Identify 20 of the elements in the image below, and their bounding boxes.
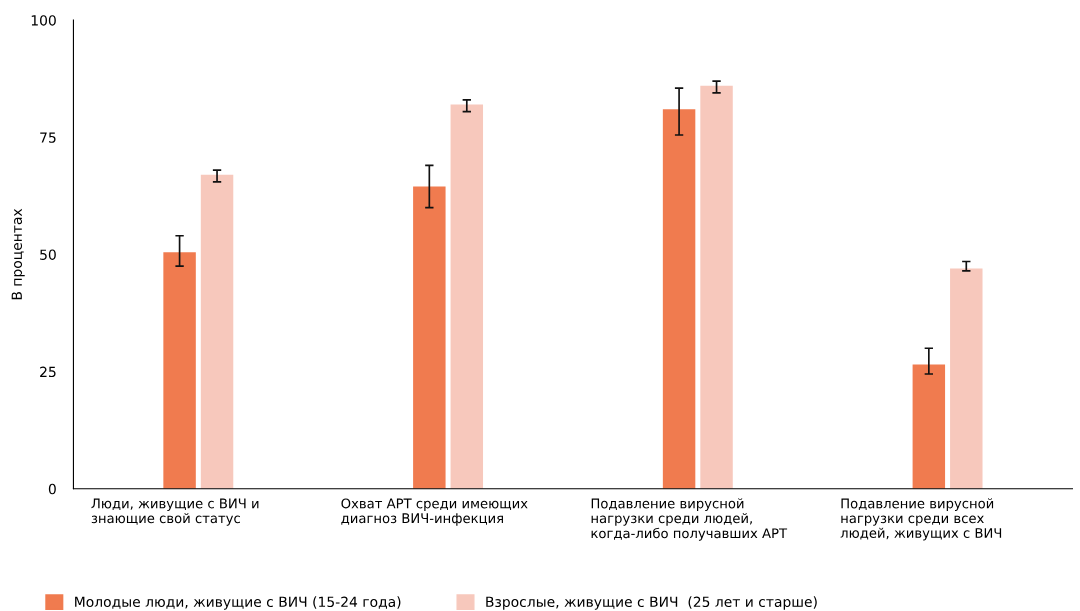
bar — [950, 268, 983, 489]
y-tick-label: 0 — [48, 483, 56, 495]
y-tick-label: 25 — [40, 366, 56, 378]
bar — [163, 252, 196, 489]
bar — [662, 109, 696, 489]
bar — [200, 174, 234, 489]
bar — [450, 104, 484, 489]
x-tick-label: Подавление вирусной нагрузки среди людей, когда-либо получавших АРТ — [591, 498, 788, 541]
x-tick-label: Подавление вирусной нагрузки среди всех людей, живущих с ВИЧ — [840, 498, 1002, 541]
y-tick-label: 50 — [40, 249, 56, 260]
bar — [912, 364, 946, 489]
legend-label: Взрослые, живущие с ВИЧ (25 лет и старше) — [486, 596, 817, 610]
bar — [700, 85, 733, 489]
y-tick-label: 100 — [31, 15, 56, 26]
y-axis-title: В процентах — [11, 208, 25, 300]
x-tick-label: Люди, живущие с ВИЧ и знающие свой статус — [91, 498, 259, 526]
y-tick-label: 75 — [40, 132, 56, 143]
legend-label: Молодые люди, живущие с ВИЧ (15-24 года) — [75, 596, 401, 610]
x-tick-label: Охват АРТ среди имеющих диагноз ВИЧ-инфекция — [341, 498, 528, 526]
bar — [413, 186, 446, 489]
